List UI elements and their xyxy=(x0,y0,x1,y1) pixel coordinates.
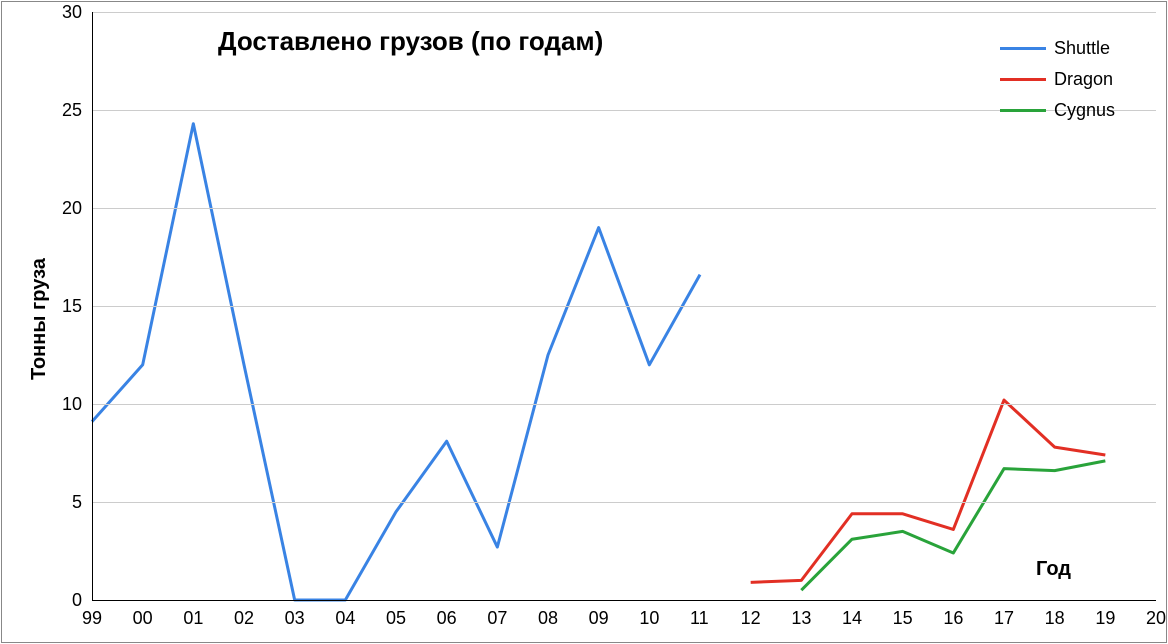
y-tick-label: 20 xyxy=(62,198,82,219)
legend-item-cygnus: Cygnus xyxy=(1000,100,1115,121)
y-tick-label: 5 xyxy=(72,492,82,513)
gridline-h xyxy=(92,404,1156,405)
gridline-h xyxy=(92,502,1156,503)
gridline-h xyxy=(92,12,1156,13)
x-tick-label: 07 xyxy=(487,608,507,629)
legend-swatch xyxy=(1000,109,1046,112)
y-tick-label: 25 xyxy=(62,100,82,121)
x-tick-label: 99 xyxy=(82,608,102,629)
gridline-h xyxy=(92,306,1156,307)
x-tick-label: 11 xyxy=(690,608,709,629)
gridline-h xyxy=(92,110,1156,111)
x-tick-label: 18 xyxy=(1045,608,1065,629)
x-tick-label: 14 xyxy=(842,608,862,629)
series-line-dragon xyxy=(751,400,1106,582)
x-tick-label: 19 xyxy=(1095,608,1115,629)
legend-label: Cygnus xyxy=(1054,100,1115,121)
legend-swatch xyxy=(1000,47,1046,50)
x-tick-label: 16 xyxy=(943,608,963,629)
x-tick-label: 03 xyxy=(285,608,305,629)
x-tick-label: 09 xyxy=(589,608,609,629)
x-tick-label: 00 xyxy=(133,608,153,629)
y-axis-line xyxy=(92,12,93,600)
x-tick-label: 17 xyxy=(994,608,1014,629)
chart-container: Доставлено грузов (по годам) Тонны груза… xyxy=(0,0,1168,644)
x-tick-label: 01 xyxy=(183,608,203,629)
x-tick-label: 08 xyxy=(538,608,558,629)
chart-title: Доставлено грузов (по годам) xyxy=(218,26,603,57)
x-tick-label: 06 xyxy=(437,608,457,629)
x-tick-label: 02 xyxy=(234,608,254,629)
x-tick-label: 10 xyxy=(639,608,659,629)
plot-area xyxy=(92,12,1156,600)
legend: Shuttle Dragon Cygnus xyxy=(1000,38,1115,131)
x-tick-label: 04 xyxy=(335,608,355,629)
legend-item-dragon: Dragon xyxy=(1000,69,1115,90)
legend-label: Dragon xyxy=(1054,69,1113,90)
y-tick-label: 0 xyxy=(72,590,82,611)
x-tick-label: 15 xyxy=(893,608,913,629)
legend-swatch xyxy=(1000,78,1046,81)
x-tick-label: 12 xyxy=(741,608,761,629)
x-axis-title: Год xyxy=(1036,558,1071,581)
x-tick-label: 05 xyxy=(386,608,406,629)
y-axis-title: Тонны груза xyxy=(28,258,51,380)
legend-item-shuttle: Shuttle xyxy=(1000,38,1115,59)
x-tick-label: 13 xyxy=(791,608,811,629)
legend-label: Shuttle xyxy=(1054,38,1110,59)
y-tick-label: 15 xyxy=(62,296,82,317)
y-tick-label: 30 xyxy=(62,2,82,23)
x-tick-label: 20 xyxy=(1146,608,1166,629)
gridline-h xyxy=(92,208,1156,209)
x-axis-line xyxy=(92,600,1156,601)
y-tick-label: 10 xyxy=(62,394,82,415)
series-line-shuttle xyxy=(92,124,700,600)
